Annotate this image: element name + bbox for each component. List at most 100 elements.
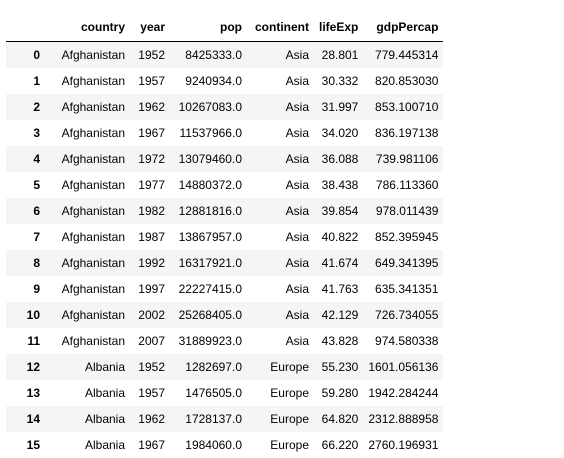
cell-continent: Asia <box>285 282 309 296</box>
cell-year: 1962 <box>138 100 165 114</box>
cell-continent: Asia <box>285 48 309 62</box>
table-row: 10 Afghanistan 2002 25268405.0 Asia 42.129 726… <box>6 302 444 328</box>
row-index: 6 <box>33 204 40 218</box>
cell-lifeexp: 39.854 <box>321 204 359 218</box>
cell-continent: Europe <box>270 438 309 452</box>
cell-year: 1992 <box>138 256 165 270</box>
cell-gdppercap: 1942.284244 <box>368 386 439 400</box>
row-index: 10 <box>26 308 40 322</box>
cell-lifeexp: 28.801 <box>321 48 359 62</box>
row-index: 13 <box>26 386 40 400</box>
cell-continent: Asia <box>285 308 309 322</box>
column-header-year: year <box>130 14 170 42</box>
table-row: 1 Afghanistan 1957 9240934.0 Asia 30.332 820.8… <box>6 68 444 94</box>
cell-lifeexp: 59.280 <box>321 386 359 400</box>
cell-pop: 1728137.0 <box>185 412 242 426</box>
row-index: 5 <box>33 178 40 192</box>
cell-lifeexp: 41.763 <box>321 282 359 296</box>
cell-lifeexp: 55.230 <box>321 360 359 374</box>
cell-year: 1967 <box>138 438 165 452</box>
table-row: 12 Albania 1952 1282697.0 Europe 55.230 1601.0… <box>6 354 444 380</box>
cell-lifeexp: 40.822 <box>321 230 359 244</box>
cell-country: Afghanistan <box>61 334 125 348</box>
cell-lifeexp: 34.020 <box>321 126 359 140</box>
cell-lifeexp: 38.438 <box>321 178 359 192</box>
cell-continent: Asia <box>285 126 309 140</box>
cell-pop: 1984060.0 <box>185 438 242 452</box>
row-index: 12 <box>26 360 40 374</box>
row-index: 7 <box>33 230 40 244</box>
row-index: 4 <box>33 152 40 166</box>
row-index: 2 <box>33 100 40 114</box>
cell-country: Afghanistan <box>61 282 125 296</box>
cell-year: 1952 <box>138 48 165 62</box>
row-index: 9 <box>33 282 40 296</box>
cell-continent: Asia <box>285 178 309 192</box>
cell-continent: Asia <box>285 204 309 218</box>
row-index: 3 <box>33 126 40 140</box>
cell-country: Afghanistan <box>61 152 125 166</box>
table-row: 3 Afghanistan 1967 11537966.0 Asia 34.020 836.… <box>6 120 444 146</box>
cell-country: Afghanistan <box>61 230 125 244</box>
cell-continent: Asia <box>285 334 309 348</box>
cell-pop: 31889923.0 <box>178 334 242 348</box>
table-header: country year pop continent lifeExp gdpPe… <box>6 14 444 42</box>
cell-pop: 8425333.0 <box>185 48 242 62</box>
cell-country: Afghanistan <box>61 256 125 270</box>
cell-gdppercap: 739.981106 <box>375 152 439 166</box>
cell-country: Albania <box>84 438 125 452</box>
cell-pop: 1476505.0 <box>185 386 242 400</box>
cell-year: 1957 <box>138 386 165 400</box>
row-index: 14 <box>26 412 40 426</box>
cell-year: 1952 <box>138 360 165 374</box>
cell-gdppercap: 974.580338 <box>375 334 439 348</box>
cell-year: 1982 <box>138 204 165 218</box>
cell-pop: 11537966.0 <box>179 126 242 140</box>
cell-pop: 9240934.0 <box>185 74 242 88</box>
cell-gdppercap: 836.197138 <box>375 126 439 140</box>
cell-pop: 1282697.0 <box>185 360 242 374</box>
cell-gdppercap: 1601.056136 <box>368 360 439 374</box>
cell-country: Afghanistan <box>61 308 125 322</box>
cell-lifeexp: 66.220 <box>321 438 359 452</box>
cell-continent: Asia <box>285 230 309 244</box>
cell-pop: 25268405.0 <box>178 308 242 322</box>
cell-pop: 14880372.0 <box>178 178 242 192</box>
cell-year: 1957 <box>138 74 165 88</box>
row-index: 1 <box>33 74 40 88</box>
cell-country: Albania <box>84 412 125 426</box>
table-row: 5 Afghanistan 1977 14880372.0 Asia 38.438 786.… <box>6 172 444 198</box>
cell-gdppercap: 2312.888958 <box>368 412 439 426</box>
table-row: 4 Afghanistan 1972 13079460.0 Asia 36.088 739.… <box>6 146 444 172</box>
cell-year: 1967 <box>138 126 165 140</box>
cell-pop: 13079460.0 <box>178 152 242 166</box>
dataframe-output: country year pop continent lifeExp gdpPe… <box>6 14 444 458</box>
cell-continent: Asia <box>285 74 309 88</box>
table-row: 8 Afghanistan 1992 16317921.0 Asia 41.674 649.… <box>6 250 444 276</box>
cell-country: Afghanistan <box>61 48 125 62</box>
cell-gdppercap: 649.341395 <box>375 256 439 270</box>
cell-lifeexp: 36.088 <box>321 152 359 166</box>
cell-country: Afghanistan <box>61 126 125 140</box>
column-header-pop: pop <box>170 14 247 42</box>
cell-year: 1977 <box>138 178 165 192</box>
cell-lifeexp: 41.674 <box>321 256 359 270</box>
cell-lifeexp: 30.332 <box>321 74 359 88</box>
cell-pop: 12881816.0 <box>178 204 242 218</box>
cell-continent: Europe <box>270 360 309 374</box>
cell-gdppercap: 853.100710 <box>375 100 439 114</box>
table-body: 0 Afghanistan 1952 8425333.0 Asia 28.801 779.4… <box>6 41 444 458</box>
cell-pop: 10267083.0 <box>178 100 242 114</box>
cell-lifeexp: 31.997 <box>321 100 359 114</box>
index-header <box>6 14 46 42</box>
cell-year: 1972 <box>138 152 165 166</box>
cell-continent: Asia <box>285 152 309 166</box>
table-row: 6 Afghanistan 1982 12881816.0 Asia 39.854 978.… <box>6 198 444 224</box>
cell-country: Afghanistan <box>61 100 125 114</box>
table-row: 15 Albania 1967 1984060.0 Europe 66.220 2760.1… <box>6 432 444 458</box>
cell-gdppercap: 978.011439 <box>375 204 439 218</box>
cell-pop: 16317921.0 <box>178 256 242 270</box>
cell-country: Afghanistan <box>61 178 125 192</box>
cell-year: 2002 <box>138 308 165 322</box>
table-row: 0 Afghanistan 1952 8425333.0 Asia 28.801 779.4… <box>6 41 444 68</box>
